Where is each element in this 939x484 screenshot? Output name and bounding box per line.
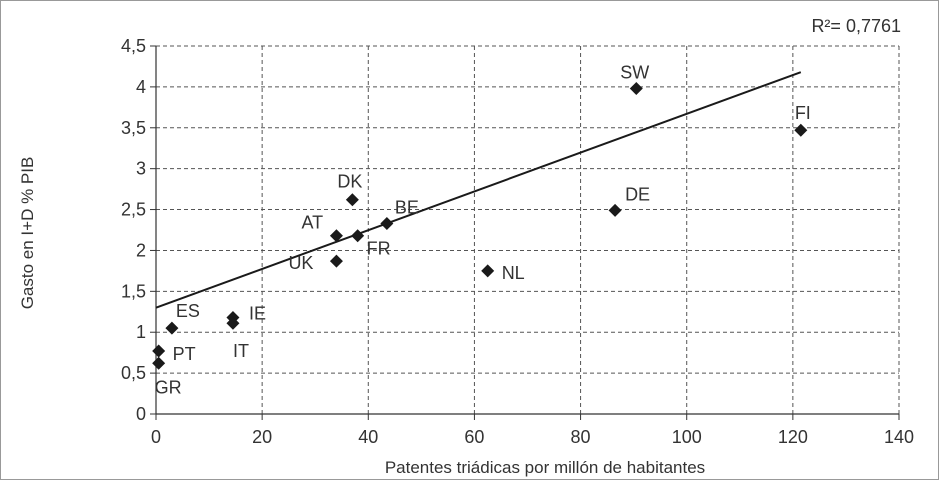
point-label-uk: UK: [288, 253, 313, 273]
x-tick-label: 60: [464, 427, 484, 447]
point-label-gr: GR: [155, 377, 182, 397]
data-point-uk: [329, 254, 343, 268]
x-tick-label: 40: [358, 427, 378, 447]
data-point-it: [226, 316, 240, 330]
trendline: [155, 71, 802, 309]
point-label-fi: FI: [795, 103, 811, 123]
data-point-dk: [345, 193, 359, 207]
point-label-sw: SW: [620, 63, 649, 83]
x-tick-labels: 0 20 40 60 80 100 120 140: [151, 427, 914, 447]
point-label-es: ES: [176, 301, 200, 321]
x-tick-label: 20: [252, 427, 272, 447]
point-label-de: DE: [625, 184, 650, 204]
y-tick-label: 1: [136, 322, 146, 342]
data-point-de: [608, 203, 622, 217]
x-axis-title: Patentes triádicas por millón de habitan…: [385, 458, 705, 477]
point-label-pt: PT: [173, 344, 196, 364]
y-tick-label: 3,5: [121, 118, 146, 138]
regression-line: [155, 71, 802, 309]
point-label-nl: NL: [502, 263, 525, 283]
data-point-gr: [152, 356, 166, 370]
x-tick-label: 0: [151, 427, 161, 447]
y-tick-labels: 0 0,5 1 1,5 2 2,5 3 3,5 4 4,5: [121, 36, 146, 424]
data-point-sw: [629, 82, 643, 96]
x-tick-label: 100: [672, 427, 702, 447]
data-point-be: [380, 216, 394, 230]
y-tick-label: 0,5: [121, 363, 146, 383]
x-tick-label: 120: [778, 427, 808, 447]
grid: [156, 45, 900, 414]
x-tick-label: 80: [571, 427, 591, 447]
data-points: [152, 82, 808, 370]
y-tick-label: 4: [136, 77, 146, 97]
point-label-it: IT: [233, 341, 249, 361]
data-point-fr: [351, 229, 365, 243]
point-label-fr: FR: [367, 239, 391, 259]
point-label-be: BE: [395, 197, 419, 217]
r-squared-annotation: R²= 0,7761: [811, 16, 901, 36]
point-label-at: AT: [301, 213, 323, 233]
point-label-dk: DK: [337, 172, 362, 192]
y-tick-label: 0: [136, 404, 146, 424]
data-point-nl: [481, 264, 495, 278]
data-point-fi: [794, 123, 808, 137]
data-point-at: [329, 229, 343, 243]
data-point-es: [165, 321, 179, 335]
y-axis-title: Gasto en I+D % PIB: [18, 157, 37, 310]
y-tick-label: 2,5: [121, 200, 146, 220]
x-tick-label: 140: [884, 427, 914, 447]
data-point-pt: [152, 344, 166, 358]
point-label-ie: IE: [249, 304, 266, 324]
y-tick-label: 2: [136, 240, 146, 260]
y-tick-label: 1,5: [121, 281, 146, 301]
y-tick-label: 4,5: [121, 36, 146, 56]
y-tick-label: 3: [136, 159, 146, 179]
